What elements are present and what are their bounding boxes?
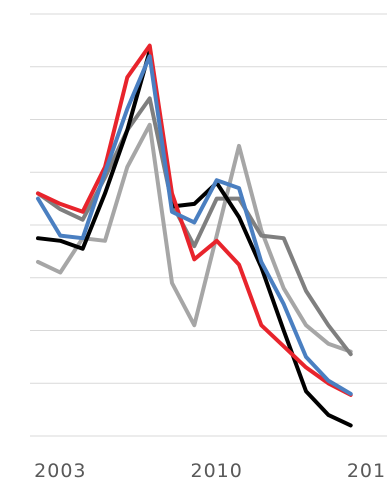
series-lines (36, 43, 353, 428)
series-line-3 (36, 43, 353, 397)
series-line-0 (36, 122, 353, 354)
series-line-2 (36, 48, 353, 428)
gridlines (30, 13, 387, 437)
series-line-4 (36, 54, 353, 396)
x-tick-label-2: 2017 (347, 460, 387, 482)
x-axis-ticks: 2003 2010 2017 (34, 460, 387, 482)
series-line-1 (36, 96, 353, 357)
x-tick-label-0: 2003 (34, 460, 86, 482)
x-tick-label-1: 2010 (190, 460, 242, 482)
